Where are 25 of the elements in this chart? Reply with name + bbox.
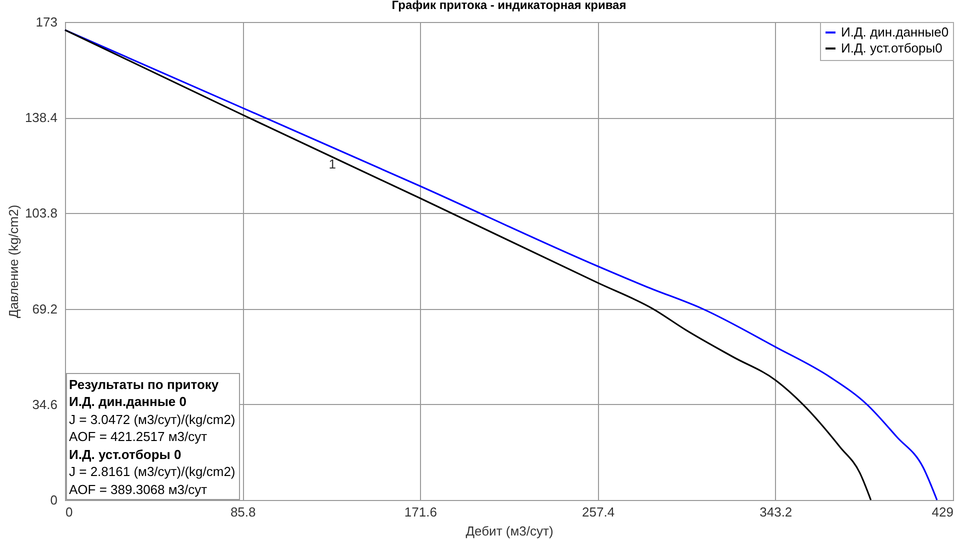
annotation: J = 2.8161 (м3/сут)/(kg/cm2) [69,463,236,480]
y-tick-label: 103.8 [24,206,58,221]
annotation: Результаты по притоку [69,376,220,393]
x-tick-label: 429 [932,504,954,520]
x-tick-label: 85.8 [230,504,256,520]
y-tick-label: 0 [50,492,58,508]
y-tick-label: 34.6 [32,396,58,412]
legend-label: И.Д. дин.данные0 [841,24,949,40]
annotation: AOF = 389.3068 м3/сут [69,480,208,498]
y-tick-label: 138.4 [24,110,58,126]
annotation: И.Д. дин.данные 0 [69,393,188,410]
x-tick-label: 171.6 [404,504,437,520]
y-tick-label: 69.2 [32,301,58,316]
x-tick-label: 343.2 [760,504,792,520]
x-tick-label: 257.4 [582,504,615,520]
annotation: И.Д. уст.отборы 0 [69,446,182,463]
annotation: AOF = 421.2517 м3/сут [69,428,208,446]
x-axis-title: Дебит (м3/сут) [466,524,554,538]
y-tick-label: 173 [36,14,58,30]
x-tick-label: 0 [66,504,73,520]
y-axis-title: Давление (kg/cm2) [6,204,21,318]
annotation: 1 [328,156,336,172]
annotation: J = 3.0472 (м3/сут)/(kg/cm2) [69,410,236,428]
chart-title: График притока - индикаторная кривая [392,0,626,12]
legend-label: И.Д. уст.отборы0 [841,40,942,56]
